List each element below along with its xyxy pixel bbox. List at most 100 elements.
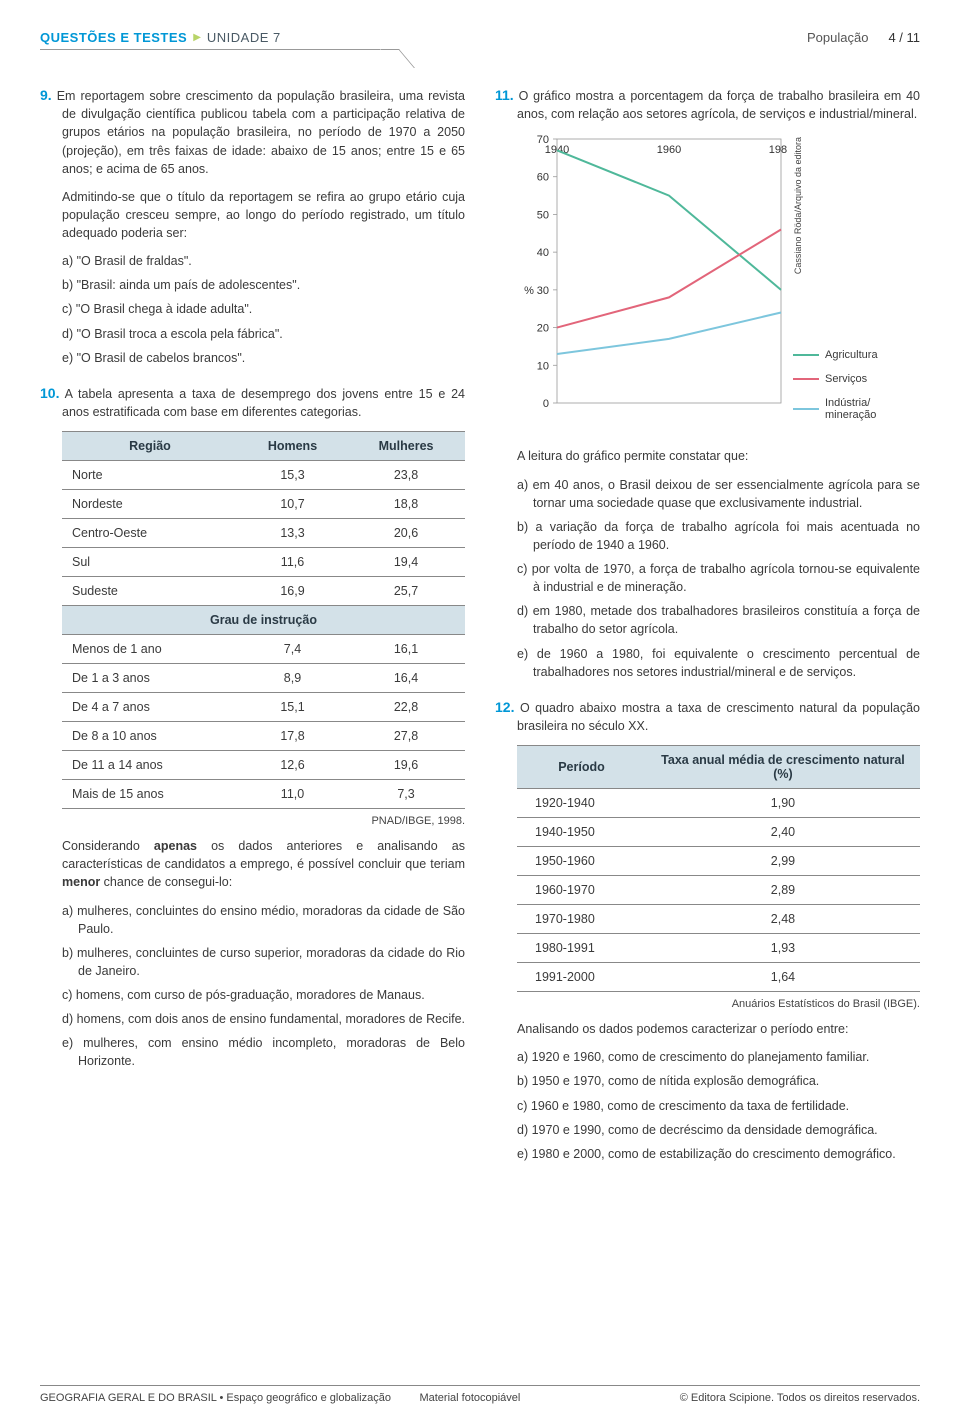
q9-opt-c: c) "O Brasil chega à idade adulta". — [62, 300, 465, 318]
left-column: 9. Em reportagem sobre crescimento da po… — [40, 85, 465, 1179]
svg-text:30: 30 — [537, 285, 549, 297]
table-row: Sul11,619,4 — [62, 548, 465, 577]
q12-th-periodo: Período — [517, 746, 646, 789]
q11-text-2: A leitura do gráfico permite constatar q… — [517, 447, 920, 465]
q10-opt-d: d) homens, com dois anos de ensino funda… — [62, 1010, 465, 1028]
q12-opt-b: b) 1950 e 1970, como de nítida explosão … — [517, 1072, 920, 1090]
q9-number: 9. — [40, 87, 52, 103]
legend-agricultura: Agricultura — [793, 349, 878, 361]
right-column: 11. O gráfico mostra a porcentagem da fo… — [495, 85, 920, 1179]
footer-right: © Editora Scipione. Todos os direitos re… — [680, 1392, 920, 1404]
table-row: De 11 a 14 anos12,619,6 — [62, 751, 465, 780]
footer-left-bold: GEOGRAFIA GERAL E DO BRASIL — [40, 1392, 216, 1404]
q12-opt-a: a) 1920 e 1960, como de crescimento do p… — [517, 1048, 920, 1066]
q12-th-taxa: Taxa anual média de crescimento natural … — [646, 746, 920, 789]
q11-intro: O gráfico mostra a porcentagem da força … — [517, 89, 920, 121]
q10-p2-post: chance de consegui-lo: — [100, 875, 232, 889]
section-title: QUESTÕES E TESTES — [40, 30, 187, 45]
q12-options: a) 1920 e 1960, como de crescimento do p… — [517, 1048, 920, 1163]
table-row: Norte15,323,8 — [62, 461, 465, 490]
table-row: Menos de 1 ano7,416,1 — [62, 635, 465, 664]
legend-label-agricultura: Agricultura — [825, 349, 878, 361]
q10-th-mulheres: Mulheres — [347, 432, 465, 461]
table-row: 1991-20001,64 — [517, 963, 920, 992]
q11-opt-c: c) por volta de 1970, a força de trabalh… — [517, 560, 920, 596]
q10-source: PNAD/IBGE, 1998. — [62, 815, 465, 827]
question-12: 12. O quadro abaixo mostra a taxa de cre… — [495, 697, 920, 1163]
table-row: 1920-19401,90 — [517, 789, 920, 818]
table-row: 1970-19802,48 — [517, 905, 920, 934]
svg-text:40: 40 — [537, 248, 549, 260]
table-row: Sudeste16,925,7 — [62, 577, 465, 606]
unit-title: UNIDADE 7 — [207, 30, 281, 45]
q10-p2-b1: apenas — [154, 839, 197, 853]
header-rule — [40, 49, 920, 67]
svg-text:1960: 1960 — [657, 144, 681, 156]
chart-credit: Cassiano Röda/Arquivo da editora — [793, 137, 803, 274]
page-header: QUESTÕES E TESTES ▶ UNIDADE 7 População … — [40, 30, 920, 45]
q10-table: Região Homens Mulheres Norte15,323,8Nord… — [62, 431, 465, 809]
q9-opt-a: a) "O Brasil de fraldas". — [62, 252, 465, 270]
svg-text:50: 50 — [537, 210, 549, 222]
svg-text:0: 0 — [543, 398, 549, 410]
q12-number: 12. — [495, 699, 514, 715]
table-row: Mais de 15 anos11,07,3 — [62, 780, 465, 809]
table-row: De 4 a 7 anos15,122,8 — [62, 693, 465, 722]
legend-line-servicos — [793, 378, 819, 380]
q10-opt-b: b) mulheres, concluintes de curso superi… — [62, 944, 465, 980]
q10-intro: A tabela apresenta a taxa de desemprego … — [62, 387, 465, 419]
legend-line-agricultura — [793, 354, 819, 356]
q10-text-2: Considerando apenas os dados anteriores … — [62, 837, 465, 891]
footer-left-light: • Espaço geográfico e globalização — [216, 1392, 390, 1404]
q11-opt-b: b) a variação da força de trabalho agríc… — [517, 518, 920, 554]
footer-left: GEOGRAFIA GERAL E DO BRASIL • Espaço geo… — [40, 1392, 391, 1404]
q12-table: Período Taxa anual média de crescimento … — [517, 745, 920, 992]
q12-opt-c: c) 1960 e 1980, como de crescimento da t… — [517, 1097, 920, 1115]
chart-legend: Agricultura Serviços Indústria/mineração — [793, 349, 878, 433]
legend-line-industria — [793, 408, 819, 410]
table-row: De 8 a 10 anos17,827,8 — [62, 722, 465, 751]
q9-opt-e: e) "O Brasil de cabelos brancos". — [62, 349, 465, 367]
q12-intro: O quadro abaixo mostra a taxa de crescim… — [517, 701, 920, 733]
q9-opt-d: d) "O Brasil troca a escola pela fábrica… — [62, 325, 465, 343]
legend-industria: Indústria/mineração — [793, 397, 878, 421]
q10-number: 10. — [40, 385, 59, 401]
q10-options: a) mulheres, concluintes do ensino médio… — [62, 902, 465, 1071]
q9-text-2: Admitindo-se que o título da reportagem … — [62, 188, 465, 242]
question-10: 10. A tabela apresenta a taxa de desempr… — [40, 383, 465, 1071]
q11-opt-a: a) em 40 anos, o Brasil deixou de ser es… — [517, 476, 920, 512]
line-chart-svg: 010203040506070194019601980% — [517, 133, 787, 433]
svg-text:60: 60 — [537, 172, 549, 184]
page-number: 4 / 11 — [888, 30, 920, 45]
table-row: Centro-Oeste13,320,6 — [62, 519, 465, 548]
topic-label: População — [807, 30, 868, 45]
footer-mid: Material fotocopiável — [419, 1392, 520, 1404]
q10-opt-e: e) mulheres, com ensino médio incompleto… — [62, 1034, 465, 1070]
question-11: 11. O gráfico mostra a porcentagem da fo… — [495, 85, 920, 681]
svg-text:1980: 1980 — [769, 144, 787, 156]
q12-text-2: Analisando os dados podemos caracterizar… — [517, 1020, 920, 1038]
legend-label-industria: Indústria/mineração — [825, 397, 876, 421]
legend-servicos: Serviços — [793, 373, 878, 385]
question-9: 9. Em reportagem sobre crescimento da po… — [40, 85, 465, 367]
q9-text-1: Em reportagem sobre crescimento da popul… — [57, 89, 465, 176]
svg-text:20: 20 — [537, 323, 549, 335]
q9-opt-b: b) "Brasil: ainda um país de adolescente… — [62, 276, 465, 294]
svg-text:10: 10 — [537, 361, 549, 373]
q10-opt-c: c) homens, com curso de pós-graduação, m… — [62, 986, 465, 1004]
table-row: 1950-19602,99 — [517, 847, 920, 876]
q11-opt-d: d) em 1980, metade dos trabalhadores bra… — [517, 602, 920, 638]
table-row: 1980-19911,93 — [517, 934, 920, 963]
q12-opt-e: e) 1980 e 2000, como de estabilização do… — [517, 1145, 920, 1163]
q11-chart: 010203040506070194019601980% Cassiano Rö… — [517, 133, 920, 433]
q12-opt-d: d) 1970 e 1990, como de decréscimo da de… — [517, 1121, 920, 1139]
table-row: 1960-19702,89 — [517, 876, 920, 905]
q10-th-homens: Homens — [238, 432, 347, 461]
q10-p2-b2: menor — [62, 875, 100, 889]
page-footer: GEOGRAFIA GERAL E DO BRASIL • Espaço geo… — [40, 1385, 920, 1404]
table-row: 1940-19502,40 — [517, 818, 920, 847]
q10-p2-pre: Considerando — [62, 839, 154, 853]
svg-text:%: % — [524, 285, 534, 297]
legend-label-servicos: Serviços — [825, 373, 867, 385]
q9-options: a) "O Brasil de fraldas". b) "Brasil: ai… — [62, 252, 465, 367]
